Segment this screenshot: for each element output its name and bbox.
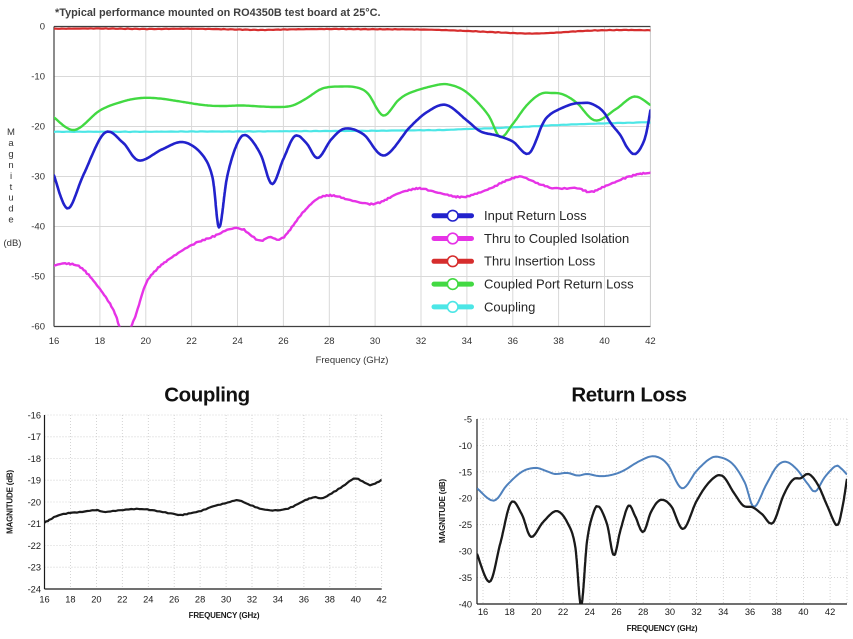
svg-text:0: 0: [40, 22, 45, 33]
svg-text:t: t: [10, 182, 13, 193]
svg-text:-40: -40: [31, 222, 45, 233]
svg-text:32: 32: [691, 607, 701, 617]
svg-text:38: 38: [772, 607, 782, 617]
svg-text:M: M: [7, 127, 15, 138]
svg-text:18: 18: [505, 607, 515, 617]
svg-text:-30: -30: [459, 547, 472, 557]
svg-text:36: 36: [299, 595, 309, 605]
svg-text:-15: -15: [459, 467, 472, 477]
svg-text:-10: -10: [31, 72, 45, 83]
svg-text:38: 38: [325, 595, 335, 605]
svg-text:-35: -35: [459, 573, 472, 583]
svg-text:FREQUENCY (GHz): FREQUENCY (GHz): [189, 611, 260, 620]
svg-text:d: d: [8, 204, 13, 215]
svg-text:Frequency (GHz): Frequency (GHz): [316, 355, 389, 366]
svg-text:-25: -25: [459, 520, 472, 530]
svg-text:16: 16: [39, 595, 49, 605]
svg-text:-22: -22: [28, 541, 41, 551]
svg-text:34: 34: [462, 336, 473, 347]
svg-text:-5: -5: [464, 414, 472, 424]
svg-text:-40: -40: [459, 599, 472, 609]
svg-text:Coupled Port Return Loss: Coupled Port Return Loss: [484, 277, 634, 292]
svg-text:MAGNITUDE (dB): MAGNITUDE (dB): [6, 470, 15, 534]
svg-text:Return Loss: Return Loss: [571, 384, 686, 407]
svg-text:-10: -10: [459, 441, 472, 451]
svg-text:22: 22: [186, 336, 197, 347]
svg-text:34: 34: [273, 595, 283, 605]
svg-text:42: 42: [825, 607, 835, 617]
svg-text:*Typical performance mounted o: *Typical performance mounted on RO4350B …: [55, 7, 381, 19]
svg-text:18: 18: [65, 595, 75, 605]
svg-text:22: 22: [558, 607, 568, 617]
svg-text:Coupling: Coupling: [164, 384, 250, 407]
svg-text:30: 30: [221, 595, 231, 605]
svg-text:36: 36: [745, 607, 755, 617]
svg-text:32: 32: [247, 595, 257, 605]
svg-text:40: 40: [351, 595, 361, 605]
svg-text:-24: -24: [28, 584, 41, 594]
svg-text:-30: -30: [31, 172, 45, 183]
svg-text:20: 20: [531, 607, 541, 617]
svg-text:-60: -60: [31, 322, 45, 333]
svg-text:Thru to Coupled Isolation: Thru to Coupled Isolation: [484, 231, 629, 246]
svg-text:28: 28: [195, 595, 205, 605]
svg-text:24: 24: [143, 595, 153, 605]
svg-text:-19: -19: [28, 476, 41, 486]
svg-text:Thru Insertion Loss: Thru Insertion Loss: [484, 254, 596, 269]
svg-text:n: n: [8, 160, 13, 171]
svg-text:18: 18: [95, 336, 106, 347]
svg-text:30: 30: [370, 336, 381, 347]
svg-text:36: 36: [508, 336, 519, 347]
svg-text:24: 24: [585, 607, 595, 617]
svg-text:16: 16: [478, 607, 488, 617]
svg-text:-21: -21: [28, 519, 41, 529]
svg-text:-18: -18: [28, 454, 41, 464]
svg-text:-17: -17: [28, 432, 41, 442]
svg-text:38: 38: [553, 336, 564, 347]
svg-text:g: g: [8, 149, 13, 160]
svg-text:(dB): (dB): [4, 238, 22, 249]
svg-text:26: 26: [278, 336, 289, 347]
svg-text:-20: -20: [459, 494, 472, 504]
svg-text:40: 40: [599, 336, 610, 347]
svg-text:42: 42: [645, 336, 656, 347]
svg-text:16: 16: [49, 336, 60, 347]
svg-text:42: 42: [377, 595, 387, 605]
svg-text:22: 22: [117, 595, 127, 605]
svg-text:40: 40: [798, 607, 808, 617]
svg-text:a: a: [8, 138, 14, 149]
svg-text:-20: -20: [31, 122, 45, 133]
svg-text:e: e: [8, 215, 13, 226]
svg-text:20: 20: [91, 595, 101, 605]
svg-text:-20: -20: [28, 497, 41, 507]
svg-text:MAGNITUDE (dB): MAGNITUDE (dB): [438, 479, 447, 543]
svg-text:-16: -16: [28, 410, 41, 420]
svg-text:28: 28: [638, 607, 648, 617]
svg-text:24: 24: [232, 336, 243, 347]
svg-text:20: 20: [141, 336, 152, 347]
svg-text:FREQUENCY (GHz): FREQUENCY (GHz): [627, 624, 698, 633]
svg-text:-23: -23: [28, 563, 41, 573]
svg-text:Coupling: Coupling: [484, 299, 535, 314]
svg-text:-50: -50: [31, 272, 45, 283]
svg-text:34: 34: [718, 607, 728, 617]
svg-text:30: 30: [665, 607, 675, 617]
svg-text:26: 26: [169, 595, 179, 605]
svg-text:28: 28: [324, 336, 335, 347]
svg-text:26: 26: [611, 607, 621, 617]
svg-text:32: 32: [416, 336, 427, 347]
svg-text:i: i: [10, 171, 12, 182]
svg-text:Input Return Loss: Input Return Loss: [484, 208, 587, 223]
svg-text:u: u: [8, 193, 13, 204]
